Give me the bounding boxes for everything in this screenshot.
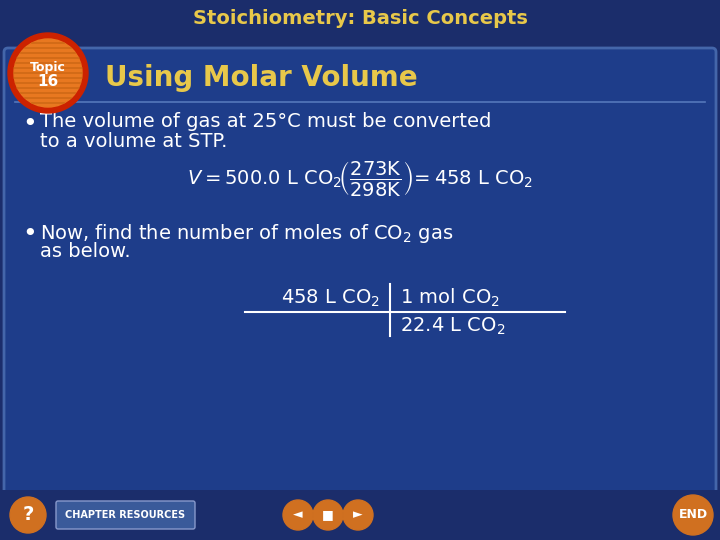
Circle shape	[343, 500, 373, 530]
Text: as below.: as below.	[40, 242, 130, 261]
Text: $458\ \mathrm{L\ CO_2}$: $458\ \mathrm{L\ CO_2}$	[281, 287, 380, 309]
Text: Stoichiometry: Basic Concepts: Stoichiometry: Basic Concepts	[192, 9, 528, 28]
Circle shape	[8, 33, 88, 113]
Text: Now, find the number of moles of $\mathrm{CO_2}$ gas: Now, find the number of moles of $\mathr…	[40, 222, 454, 245]
Circle shape	[283, 500, 313, 530]
Text: CHAPTER RESOURCES: CHAPTER RESOURCES	[65, 510, 185, 520]
FancyBboxPatch shape	[0, 490, 720, 540]
Circle shape	[313, 500, 343, 530]
Circle shape	[673, 495, 713, 535]
Text: •: •	[22, 112, 37, 136]
Text: to a volume at STP.: to a volume at STP.	[40, 132, 228, 151]
Text: •: •	[22, 222, 37, 246]
FancyBboxPatch shape	[4, 48, 716, 496]
Text: $1\ \mathrm{mol\ CO_2}$: $1\ \mathrm{mol\ CO_2}$	[400, 287, 500, 309]
Circle shape	[14, 39, 82, 107]
Text: ◄: ◄	[293, 509, 303, 522]
Text: $22.4\ \mathrm{L\ CO_2}$: $22.4\ \mathrm{L\ CO_2}$	[400, 315, 505, 336]
Text: END: END	[678, 509, 708, 522]
Text: 16: 16	[37, 75, 58, 90]
FancyBboxPatch shape	[56, 501, 195, 529]
Circle shape	[10, 497, 46, 533]
Text: Topic: Topic	[30, 62, 66, 75]
Text: ■: ■	[322, 509, 334, 522]
Text: ?: ?	[22, 505, 34, 524]
Text: $V = 500.0\ \mathrm{L\ CO_2}\!\left(\dfrac{273\mathrm{K}}{298\mathrm{K}}\right)\: $V = 500.0\ \mathrm{L\ CO_2}\!\left(\dfr…	[187, 159, 533, 198]
Text: Using Molar Volume: Using Molar Volume	[105, 64, 418, 92]
Text: ►: ►	[354, 509, 363, 522]
Text: The volume of gas at 25°C must be converted: The volume of gas at 25°C must be conver…	[40, 112, 491, 131]
